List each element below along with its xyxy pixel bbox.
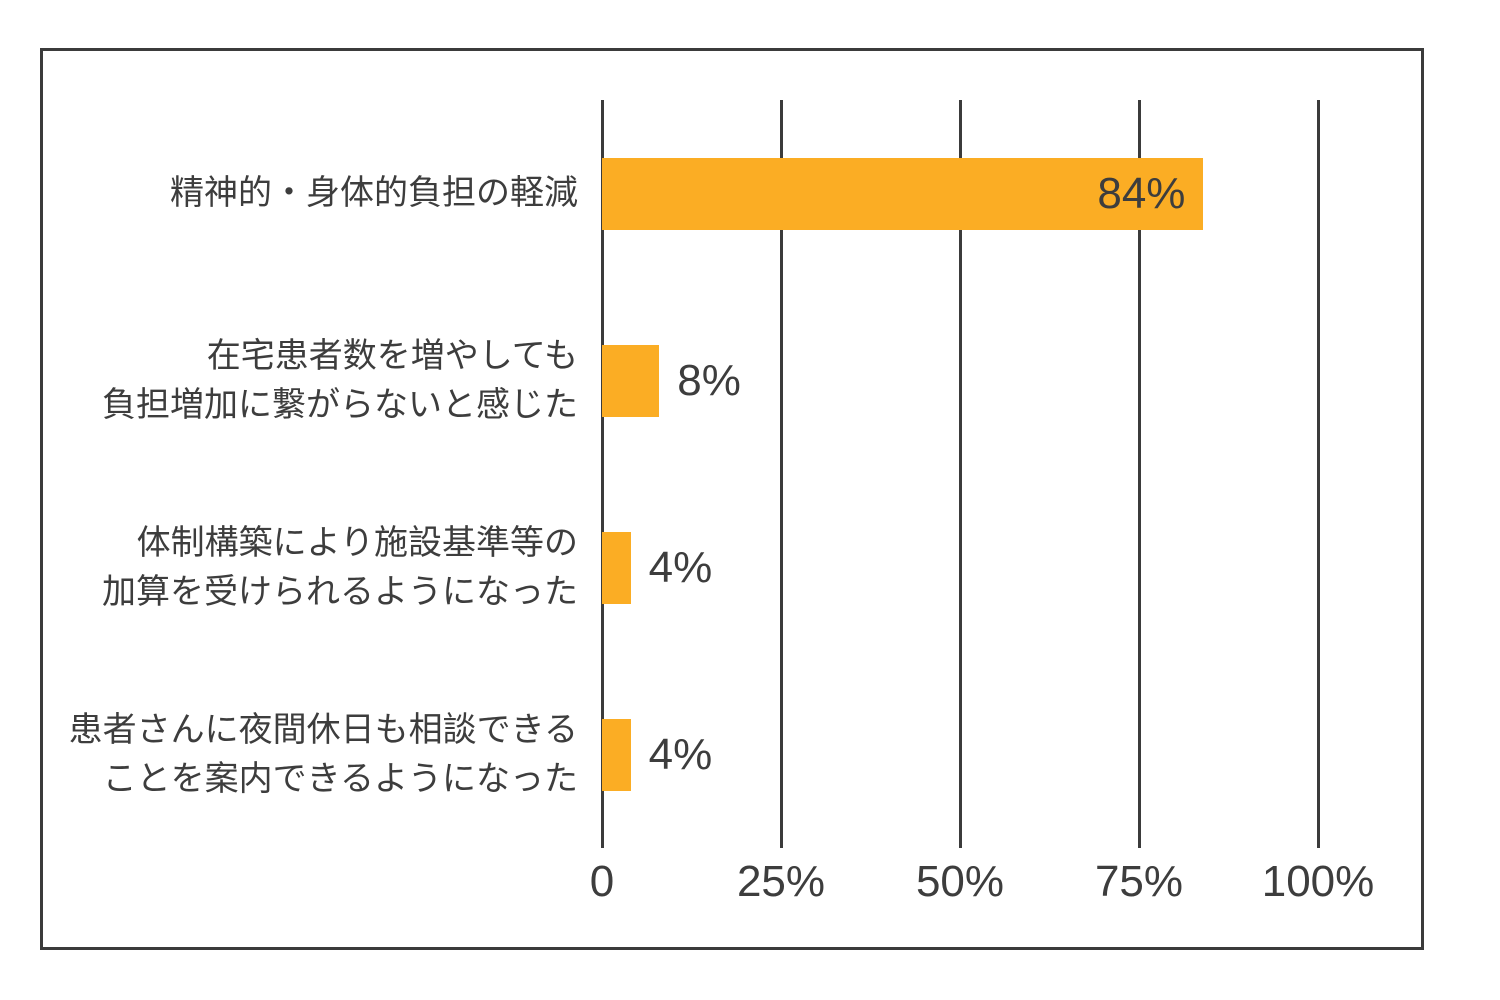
bar-track: 4%	[602, 531, 1318, 604]
gridline-100	[1316, 100, 1320, 848]
x-tick-25: 25%	[736, 857, 826, 906]
bar-row: 精神的・身体的負担の軽減 84%	[43, 100, 1421, 287]
bar: 84%	[602, 157, 1204, 230]
bar-track: 8%	[602, 344, 1318, 417]
chart-frame: 精神的・身体的負担の軽減 84% 在宅患者数を増やしても 負担増加に繋がらないと…	[40, 48, 1424, 950]
gridline-25	[779, 100, 783, 848]
x-tick-50: 50%	[915, 857, 1005, 906]
category-label: 体制構築により施設基準等の 加算を受けられるようになった	[102, 523, 578, 611]
gridline-50	[958, 100, 962, 848]
bar: 4%	[602, 718, 712, 791]
bar-row: 在宅患者数を増やしても 負担増加に繋がらないと感じた 8%	[43, 287, 1421, 474]
value-label: 4%	[648, 729, 713, 779]
gridline-0	[600, 100, 604, 848]
x-axis: 0 25% 50% 75% 100%	[590, 857, 1375, 929]
bar-row: 体制構築により施設基準等の 加算を受けられるようになった 4%	[43, 474, 1421, 661]
bar-rows: 精神的・身体的負担の軽減 84% 在宅患者数を増やしても 負担増加に繋がらないと…	[43, 100, 1421, 848]
value-label: 8%	[677, 355, 741, 405]
category-label: 在宅患者数を増やしても 負担増加に繋がらないと感じた	[102, 336, 578, 424]
bar: 8%	[602, 344, 741, 417]
gridline-75	[1137, 100, 1141, 848]
bar-track: 4%	[602, 718, 1318, 791]
value-label: 4%	[648, 542, 713, 592]
plot-area	[600, 100, 1320, 848]
bar-track: 84%	[602, 157, 1318, 230]
category-label: 精神的・身体的負担の軽減	[170, 174, 578, 213]
x-tick-75: 75%	[1094, 857, 1184, 906]
category-label: 患者さんに夜間休日も相談できる ことを案内できるようになった	[68, 710, 578, 798]
x-tick-100: 100%	[1261, 857, 1375, 906]
x-tick-0: 0	[589, 857, 615, 906]
bar-row: 患者さんに夜間休日も相談できる ことを案内できるようになった 4%	[43, 661, 1421, 848]
bar: 4%	[602, 531, 712, 604]
value-label: 84%	[1097, 168, 1186, 218]
